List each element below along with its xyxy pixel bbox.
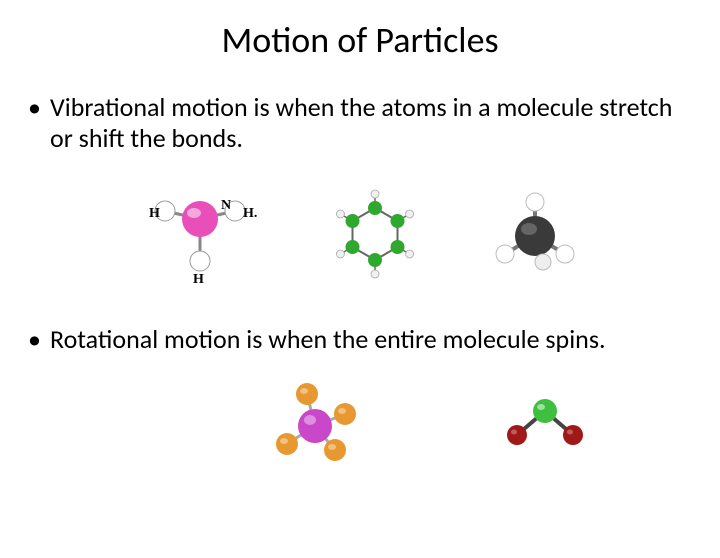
vibrational-diagrams-row: N H H. H (0, 174, 720, 294)
rotational-diagrams-row (0, 366, 720, 476)
benzene-molecule (325, 184, 425, 284)
bullet-rotational: Rotational motion is when the entire mol… (0, 324, 720, 355)
trigonal-molecule (260, 371, 370, 471)
ammonia-molecule: N H H. H (135, 179, 265, 289)
svg-text:H: H (193, 272, 204, 287)
svg-text:H: H (149, 206, 160, 221)
bullet-vibrational: Vibrational motion is when the atoms in … (0, 92, 720, 154)
bent-triatomic-molecule (490, 381, 600, 461)
svg-text:N: N (221, 198, 231, 213)
svg-text:H.: H. (243, 206, 257, 221)
methane-molecule (485, 184, 585, 284)
slide-title: Motion of Particles (0, 18, 720, 62)
